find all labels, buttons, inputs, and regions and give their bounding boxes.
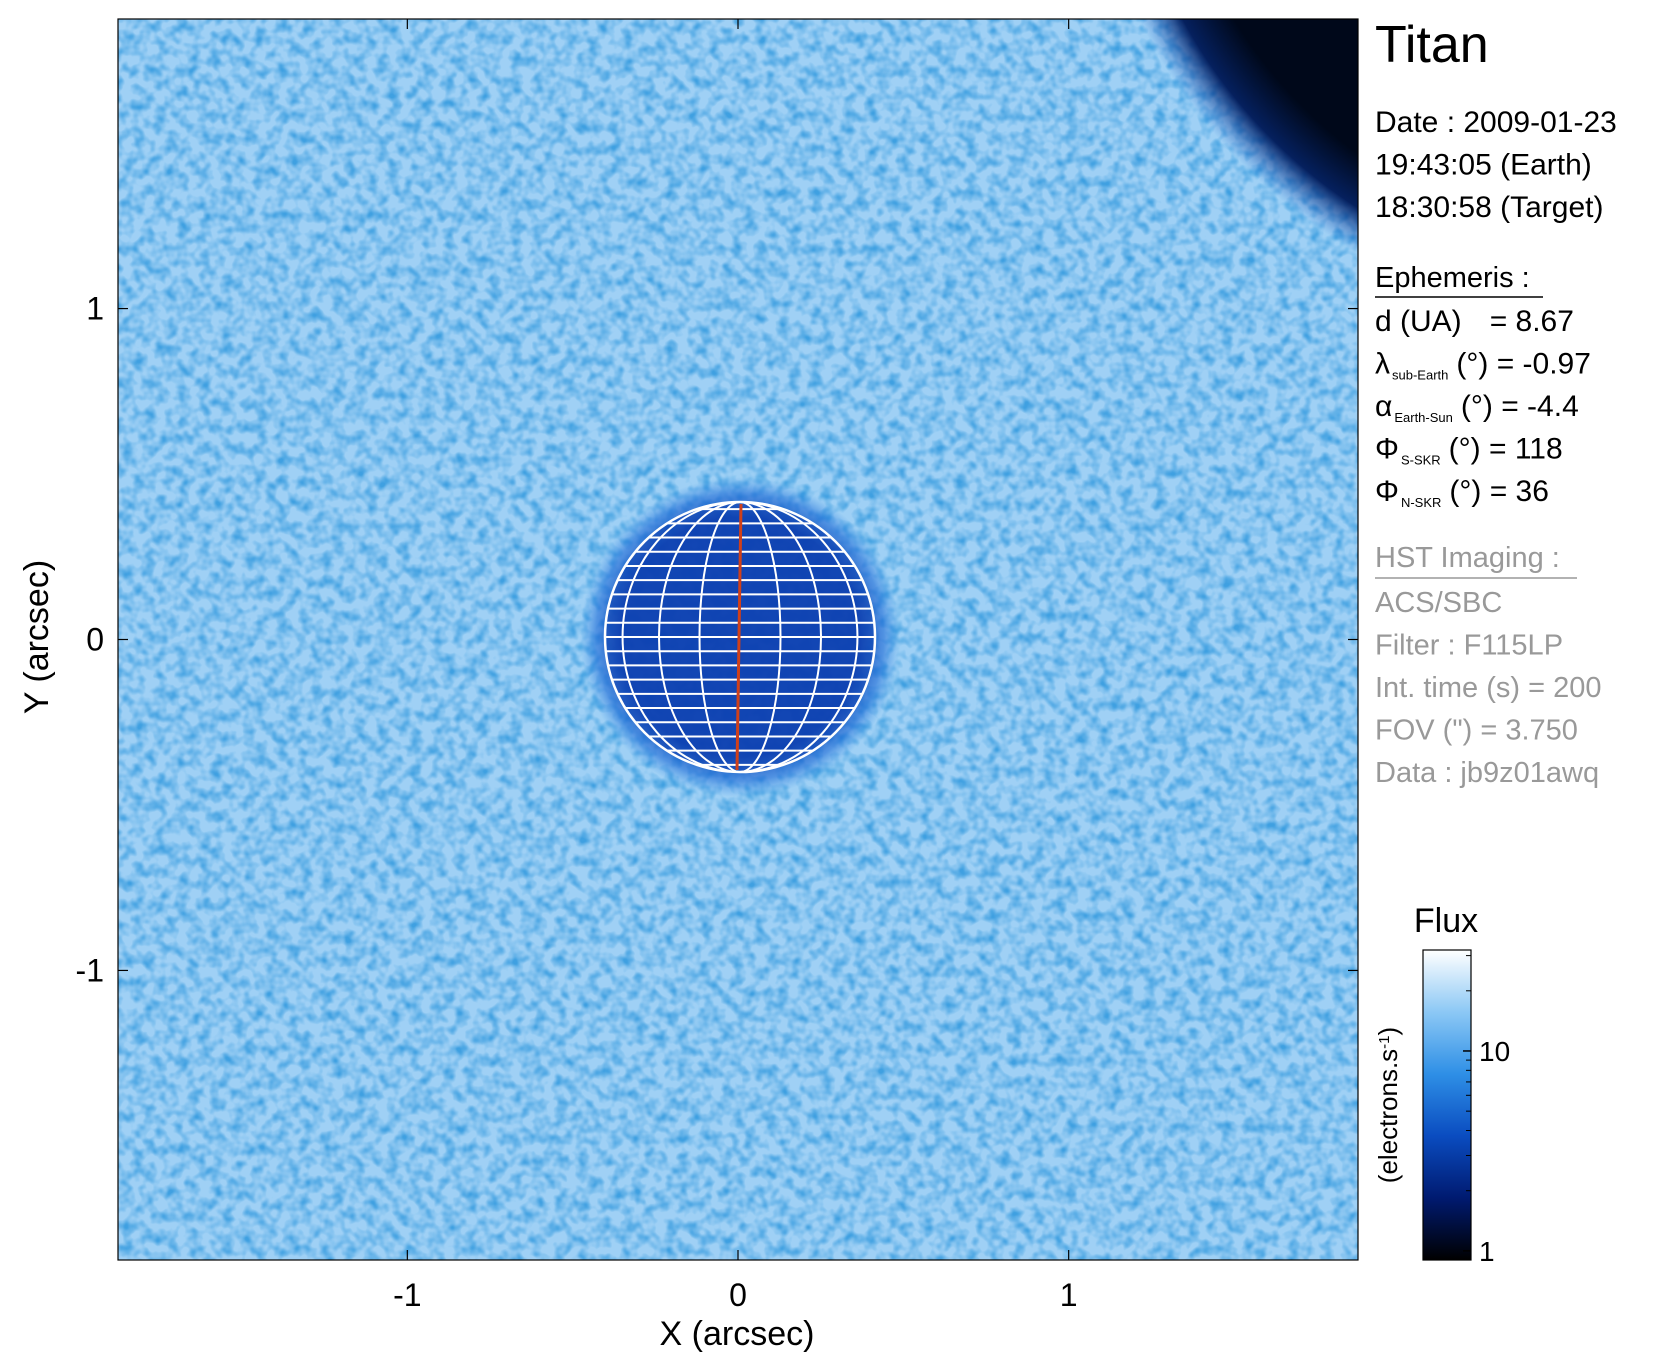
date-line: 19:43:05 (Earth) (1375, 149, 1592, 182)
imaging-line: Filter : F115LP (1375, 630, 1563, 662)
date-line: 18:30:58 (Target) (1375, 191, 1603, 224)
colorbar-title: Flux (1414, 902, 1478, 940)
y-tick-label: -1 (76, 952, 104, 988)
date-line: Date : 2009-01-23 (1375, 106, 1617, 139)
x-axis-label: X (arcsec) (660, 1315, 815, 1353)
globe (603, 500, 877, 774)
colorbar-label: (electrons.s-1) (1373, 1027, 1403, 1183)
ephemeris-sub: S-SKR (1401, 453, 1441, 468)
ephemeris-value: (°) = 118 (1449, 433, 1563, 466)
ephemeris-row: d (UA) = 8.67 (1375, 305, 1574, 338)
saturn-limb (1138, 19, 1358, 254)
globe-limb (603, 500, 877, 774)
colorbar-label-end: ) (1373, 1027, 1403, 1036)
colorbar-tick-label: 10 (1479, 1036, 1510, 1067)
image (118, 19, 1358, 1260)
ephemeris-value: (°) = 36 (1449, 475, 1549, 508)
ephemeris-symbol: λ (1375, 348, 1390, 381)
ephemeris-symbol: Φ (1375, 433, 1399, 466)
ephemeris-sub: N-SKR (1401, 495, 1441, 510)
x-tick-label: 0 (729, 1277, 747, 1313)
x-tick-label: -1 (393, 1277, 421, 1313)
info-title: Titan (1375, 16, 1489, 74)
colorbar-label-sup: -1 (1376, 1035, 1393, 1048)
y-axis-label: Y (arcsec) (18, 560, 56, 714)
y-tick-label: 1 (86, 291, 104, 327)
ephemeris-row: α Earth-Sun (°) = -4.4 (1375, 390, 1579, 425)
x-tick-label: 1 (1060, 1277, 1078, 1313)
ephemeris-value: (°) = -4.4 (1461, 390, 1579, 423)
ephemeris-sub: sub-Earth (1392, 368, 1448, 383)
y-tick-label: 0 (86, 622, 104, 658)
ephemeris-symbol: α (1375, 390, 1392, 423)
ephemeris-row: Φ S-SKR (°) = 118 (1375, 433, 1563, 468)
imaging-line: Data : jb9z01awq (1375, 757, 1599, 789)
imaging-line: Int. time (s) = 200 (1375, 672, 1601, 704)
ephemeris-row: Φ N-SKR (°) = 36 (1375, 475, 1549, 510)
colorbar-label-text: (electrons.s (1373, 1049, 1403, 1183)
ephemeris-value: = 8.67 (1490, 305, 1574, 338)
ephemeris-sub: Earth-Sun (1394, 410, 1453, 425)
ephemeris-symbol: Φ (1375, 475, 1399, 508)
ephemeris-symbol: d (UA) (1375, 305, 1462, 338)
imaging-line: FOV (") = 3.750 (1375, 715, 1578, 747)
imaging-heading: HST Imaging : (1375, 542, 1560, 574)
ephemeris-row: λ sub-Earth (°) = -0.97 (1375, 348, 1591, 383)
colorbar (1422, 949, 1472, 1261)
imaging-line: ACS/SBC (1375, 587, 1502, 619)
ephemeris-heading: Ephemeris : (1375, 262, 1530, 294)
colorbar-tick-label: 1 (1479, 1236, 1495, 1267)
central-meridian (735, 503, 743, 771)
ephemeris-value: (°) = -0.97 (1456, 348, 1591, 381)
